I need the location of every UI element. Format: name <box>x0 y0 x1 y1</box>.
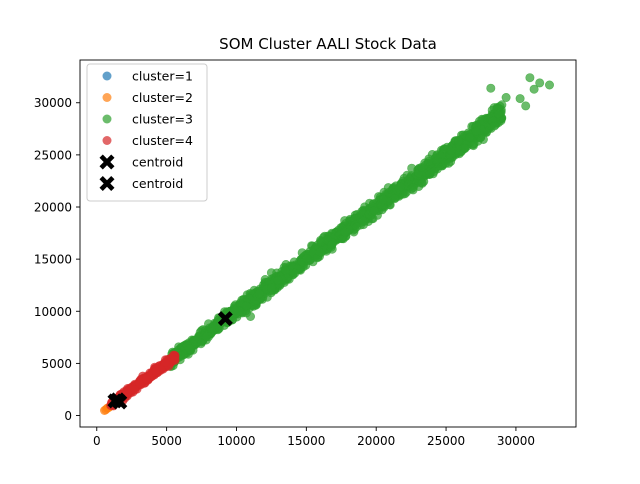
plot-frame <box>79 59 577 428</box>
scatter-point-cluster-3 <box>327 240 337 250</box>
scatter-point-cluster-3 <box>196 339 206 349</box>
x-tick-label: 25000 <box>427 434 465 448</box>
legend-label: centroid <box>132 176 183 191</box>
scatter-point-cluster-3 <box>407 163 417 173</box>
scatter-point-cluster-3 <box>340 227 350 237</box>
scatter-point-cluster-4 <box>170 355 180 365</box>
scatter-point-cluster-3 <box>408 183 418 193</box>
scatter-point-cluster-3 <box>497 100 507 110</box>
legend: cluster=1 cluster=2 cluster=3 cluster=4 cent… <box>86 63 208 202</box>
scatter-point-cluster-3 <box>535 78 545 88</box>
scatter-point-cluster-3 <box>471 126 481 136</box>
legend-centroid-marker <box>99 154 115 170</box>
legend-marker <box>102 71 112 81</box>
scatter-point-cluster-3 <box>266 268 276 278</box>
legend-marker <box>102 93 112 102</box>
legend-box <box>86 63 208 202</box>
scatter-point-cluster-3 <box>383 183 393 193</box>
scatter-point-cluster-4 <box>151 366 161 376</box>
legend-label: centroid <box>132 155 183 170</box>
scatter-point-cluster-3 <box>266 283 276 293</box>
x-tick-label: 20000 <box>357 434 395 448</box>
scatter-point-cluster-3 <box>246 311 256 321</box>
scatter-point-cluster-3 <box>460 143 470 153</box>
y-tick-label: 0 <box>64 409 72 423</box>
scatter-point-cluster-3 <box>544 80 554 90</box>
scatter-point-cluster-4 <box>141 374 151 384</box>
scatter-point-cluster-3 <box>369 206 379 216</box>
scatter-point-cluster-3 <box>444 158 454 168</box>
y-tick-label: 30000 <box>34 96 72 110</box>
scatter-point-cluster-3 <box>424 157 434 167</box>
x-tick-label: 30000 <box>497 434 535 448</box>
scatter-point-cluster-3 <box>230 305 240 315</box>
scatter-point-cluster-3 <box>416 163 426 173</box>
legend-marker <box>102 114 112 124</box>
axes-layer: 0 5000 10000 15000 20000 25000 30000 0 5000 10000… <box>34 59 577 448</box>
scatter-point-cluster-3 <box>204 319 214 329</box>
x-tick-label: 5000 <box>151 434 182 448</box>
centroid-marker <box>110 392 126 408</box>
scatter-point-cluster-3 <box>254 289 264 299</box>
scatter-point-cluster-3 <box>453 136 463 146</box>
y-tick-label: 15000 <box>34 253 72 267</box>
chart-title: SOM Cluster AALI Stock Data <box>219 35 437 53</box>
scatter-point-cluster-3 <box>185 344 195 354</box>
scatter-point-cluster-3 <box>429 167 439 177</box>
scatter-point-cluster-4 <box>160 357 170 367</box>
legend-label: cluster=4 <box>132 133 193 148</box>
scatter-point-cluster-3 <box>493 109 503 119</box>
legend-label: cluster=3 <box>132 112 193 127</box>
scatter-point-cluster-3 <box>465 132 475 142</box>
scatter-point-cluster-3 <box>378 195 388 205</box>
scatter-point-cluster-3 <box>352 222 362 232</box>
scatter-point-cluster-3 <box>486 83 496 93</box>
y-tick-label: 5000 <box>41 357 72 371</box>
scatter-point-cluster-3 <box>273 275 283 285</box>
scatter-point-cluster-3 <box>390 194 400 204</box>
scatter-point-cluster-3 <box>290 268 300 278</box>
points-layer <box>100 73 554 415</box>
scatter-point-cluster-3 <box>358 216 368 226</box>
y-tick-label: 10000 <box>34 305 72 319</box>
scatter-point-cluster-3 <box>446 146 456 156</box>
scatter-point-cluster-3 <box>489 121 499 131</box>
x-tick-label: 10000 <box>217 434 255 448</box>
scatter-point-cluster-3 <box>400 189 410 199</box>
scatter-point-cluster-3 <box>515 94 525 104</box>
scatter-point-cluster-3 <box>529 84 539 94</box>
legend-label: cluster=1 <box>132 69 193 84</box>
y-tick-label: 25000 <box>34 148 72 162</box>
scatter-point-cluster-3 <box>501 93 511 103</box>
centroid-marker <box>217 311 233 327</box>
legend-label: cluster=2 <box>132 90 193 105</box>
legend-marker <box>102 136 112 145</box>
scatter-point-cluster-3 <box>241 301 251 311</box>
x-tick-label: 15000 <box>287 434 325 448</box>
scatter-point-cluster-3 <box>525 73 535 83</box>
y-tick-label: 20000 <box>34 201 72 215</box>
scatter-point-cluster-3 <box>417 178 427 188</box>
x-tick-label: 0 <box>93 434 101 448</box>
scatter-point-cluster-3 <box>396 182 406 192</box>
scatter-point-cluster-3 <box>521 101 531 111</box>
legend-centroid-marker <box>99 176 115 191</box>
scatter-point-cluster-3 <box>315 247 325 257</box>
scatter-point-cluster-3 <box>302 254 312 264</box>
